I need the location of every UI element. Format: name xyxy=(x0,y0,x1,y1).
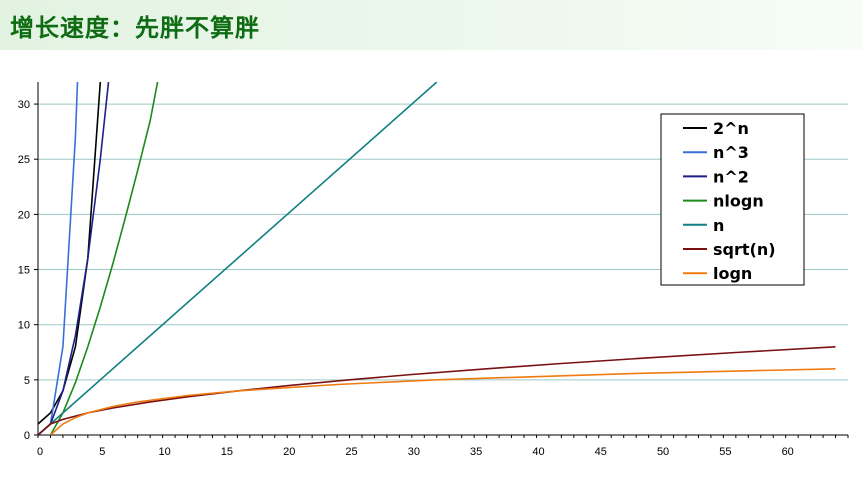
legend: 2^n n^3 n^2 nlogn n sqrt(n) logn xyxy=(660,113,805,286)
series-line-logn xyxy=(49,368,836,435)
x-tick-label: 0 xyxy=(37,446,43,458)
x-tick-label: 55 xyxy=(719,446,731,458)
legend-label: n xyxy=(713,216,724,235)
x-tick-label: 30 xyxy=(408,446,420,458)
y-tick-label: 5 xyxy=(24,375,30,387)
axes xyxy=(34,82,849,438)
legend-label: n^2 xyxy=(713,167,749,186)
x-tick-label: 45 xyxy=(595,446,607,458)
x-tick-label: 15 xyxy=(221,446,233,458)
y-tick-label: 30 xyxy=(18,99,30,111)
x-tick-label: 5 xyxy=(99,446,105,458)
x-tick-label: 35 xyxy=(470,446,482,458)
legend-label: 2^n xyxy=(713,119,749,138)
x-tick-label: 40 xyxy=(532,446,544,458)
series-line-n-3 xyxy=(38,82,79,435)
x-tick-label: 60 xyxy=(782,446,794,458)
x-tick-label: 25 xyxy=(345,446,357,458)
x-tick-label: 20 xyxy=(283,446,295,458)
series-line-sqrt-n- xyxy=(38,346,836,435)
x-tick-label: 10 xyxy=(158,446,170,458)
legend-box xyxy=(660,113,805,286)
legend-label: logn xyxy=(713,264,752,283)
tick-labels: 0 5 10 15 20 25 30 0 5 10 15 20 25 30 35 40 45 50 55 60 xyxy=(18,99,794,458)
legend-label: n^3 xyxy=(713,143,749,162)
x-tick-label: 50 xyxy=(657,446,669,458)
y-tick-label: 20 xyxy=(18,209,30,221)
legend-label: sqrt(n) xyxy=(713,240,776,259)
y-tick-label: 15 xyxy=(18,265,30,277)
series-lines xyxy=(38,82,836,435)
y-tick-label: 10 xyxy=(18,320,30,332)
series-line-2-n xyxy=(38,82,102,425)
page-title: 增长速度：先胖不算胖 xyxy=(10,14,260,42)
title-bar xyxy=(0,0,862,50)
series-line-n xyxy=(38,82,438,435)
series-line-nlogn xyxy=(49,82,159,435)
legend-label: nlogn xyxy=(713,192,764,211)
y-tick-label: 25 xyxy=(18,154,30,166)
y-tick-label: 0 xyxy=(24,430,30,442)
